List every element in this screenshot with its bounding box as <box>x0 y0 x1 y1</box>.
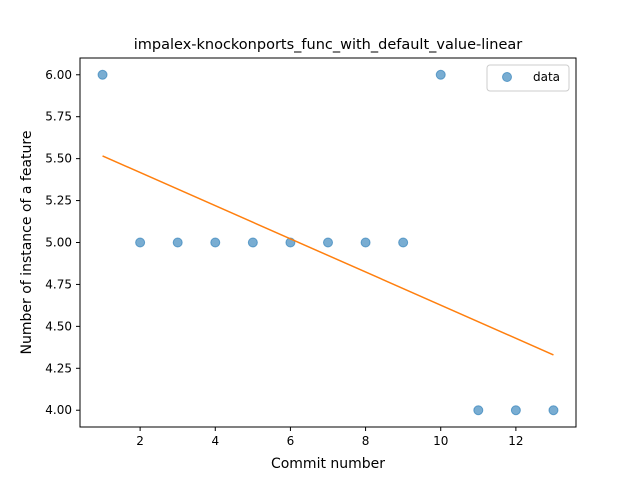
y-tick-label: 6.00 <box>45 68 72 82</box>
x-tick-label: 12 <box>508 434 523 448</box>
y-tick-label: 5.00 <box>45 236 72 250</box>
y-axis-label: Number of instance of a feature <box>19 131 35 355</box>
data-point <box>473 405 484 416</box>
data-point <box>247 237 258 248</box>
x-tick-label: 10 <box>433 434 448 448</box>
data-point <box>97 69 108 80</box>
legend-marker-data <box>502 72 512 82</box>
y-tick-label: 4.75 <box>45 277 72 291</box>
chart-title: impalex-knockonports_func_with_default_v… <box>134 37 523 53</box>
y-tick-label: 5.75 <box>45 110 72 124</box>
x-tick-label: 8 <box>362 434 370 448</box>
data-point <box>398 237 409 248</box>
plot-area <box>97 69 559 416</box>
data-point <box>135 237 146 248</box>
y-tick-label: 4.50 <box>45 319 72 333</box>
legend-box <box>486 64 570 92</box>
data-point <box>360 237 371 248</box>
trend-line <box>102 155 554 356</box>
legend-label-data: data <box>533 70 560 84</box>
y-axis: 4.00 4.25 4.50 4.75 5.00 5.25 5.50 5.75 6.00 <box>45 68 80 417</box>
y-tick-label: 4.25 <box>45 361 72 375</box>
legend: data <box>486 64 570 92</box>
x-axis-label: Commit number <box>271 456 385 472</box>
data-point <box>510 405 521 416</box>
x-tick-label: 6 <box>287 434 295 448</box>
data-point <box>435 69 446 80</box>
data-point <box>210 237 221 248</box>
x-tick-label: 4 <box>211 434 219 448</box>
x-axis: 2 4 6 8 10 12 <box>136 427 524 448</box>
data-point <box>172 237 183 248</box>
data-point <box>548 405 559 416</box>
y-tick-label: 4.00 <box>45 403 72 417</box>
y-tick-label: 5.50 <box>45 152 72 166</box>
y-tick-label: 5.25 <box>45 194 72 208</box>
x-tick-label: 2 <box>136 434 144 448</box>
data-point <box>323 237 333 248</box>
